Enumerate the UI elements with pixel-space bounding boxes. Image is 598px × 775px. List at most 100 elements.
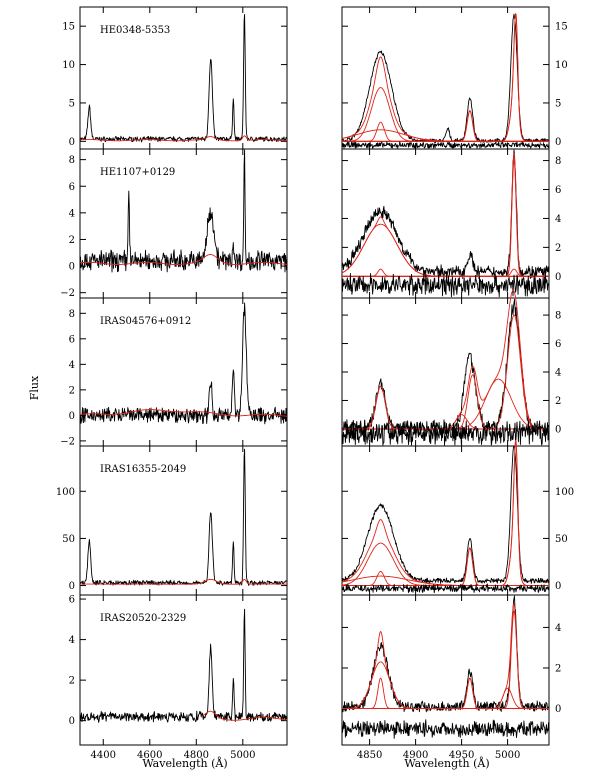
x-axis-label-right: Wavelength (Å) — [404, 756, 489, 770]
model-total — [342, 289, 549, 430]
continuum-fit — [200, 710, 288, 721]
model-component — [342, 374, 549, 430]
x-axis-label-left: Wavelength (Å) — [142, 756, 227, 770]
y-tick-label: 6 — [69, 334, 75, 345]
y-tick-label: 50 — [555, 534, 568, 545]
object-name: IRAS20520-2329 — [100, 613, 186, 624]
y-axis-label: Flux — [28, 375, 41, 400]
y-tick-label: 10 — [555, 60, 568, 71]
model-component — [342, 547, 549, 587]
y-tick-label: 8 — [69, 155, 75, 166]
y-tick-label: 0 — [555, 581, 561, 592]
panel-left-5: 0 2 4 6 IRAS20520-2329 — [69, 594, 288, 746]
spectrum-line — [341, 595, 550, 713]
y-tick-label: 4 — [555, 368, 561, 379]
spectrum-line — [341, 298, 550, 437]
y-tick-label: −2 — [60, 436, 75, 447]
model-component — [342, 440, 549, 587]
x-tick-label: 4800 — [184, 750, 209, 761]
model-component — [342, 687, 549, 709]
y-tick-label: 0 — [69, 411, 75, 422]
panel-left-4: 0 50 100 IRAS16355-2049 — [56, 445, 288, 596]
y-tick-label: 0 — [69, 581, 75, 592]
y-tick-label: 2 — [555, 243, 561, 254]
y-tick-label: 4 — [555, 214, 561, 225]
continuum-fit — [79, 409, 287, 417]
y-tick-label: 0 — [555, 137, 561, 148]
model-component — [342, 385, 549, 430]
object-name: IRAS16355-2049 — [100, 464, 186, 475]
y-tick-label: 50 — [62, 534, 75, 545]
x-tick-label: 4400 — [91, 750, 116, 761]
y-tick-label: 8 — [555, 311, 561, 322]
panel-frame — [79, 594, 288, 746]
continuum-fit — [80, 135, 287, 142]
y-tick-label: 0 — [555, 424, 561, 435]
y-tick-label: 5 — [555, 98, 561, 109]
y-tick-label: 6 — [555, 339, 561, 350]
model-component — [342, 677, 549, 709]
panel-left-3: −2 0 2 4 6 8 IRAS04576+0912 — [60, 297, 288, 447]
model-component — [342, 121, 549, 142]
y-tick-label: 2 — [69, 385, 75, 396]
continuum-fit — [80, 578, 287, 585]
y-tick-label: 4 — [69, 635, 75, 646]
spectrum-line — [79, 302, 288, 425]
y-tick-label: 0 — [69, 716, 75, 727]
residual-line — [341, 583, 550, 594]
y-tick-label: 2 — [555, 396, 561, 407]
y-tick-label: 2 — [69, 676, 75, 687]
object-name: HE1107+0129 — [100, 167, 175, 178]
y-tick-label: 2 — [555, 663, 561, 674]
panel-right-4: 0 50 100 — [341, 440, 574, 596]
object-name: HE0348-5353 — [100, 25, 170, 36]
spectrum-line — [79, 448, 288, 586]
spectrum-line — [341, 13, 550, 144]
y-tick-label: 6 — [555, 185, 561, 196]
y-tick-label: 2 — [69, 235, 75, 246]
model-component — [342, 110, 549, 142]
y-tick-label: 15 — [62, 22, 75, 33]
panel-left-2: −2 0 2 4 6 8 HE1107+0129 — [60, 148, 288, 299]
y-tick-label: 100 — [555, 487, 574, 498]
spectrum-line — [79, 149, 288, 273]
x-tick-label: 4600 — [137, 750, 162, 761]
residual-line — [341, 419, 550, 446]
y-tick-label: 5 — [69, 98, 75, 109]
x-tick-label: 4950 — [449, 750, 474, 761]
y-tick-label: −2 — [60, 288, 75, 299]
panel-right-1: 0 5 10 15 — [341, 6, 568, 150]
residual-line — [341, 273, 550, 298]
residual-line — [341, 719, 550, 739]
y-tick-label: 0 — [69, 262, 75, 273]
model-component — [342, 314, 549, 430]
spectrum-line — [79, 608, 288, 723]
y-tick-label: 15 — [555, 22, 568, 33]
model-component — [342, 570, 549, 587]
x-tick-label: 5000 — [495, 750, 520, 761]
x-tick-label: 4900 — [403, 750, 428, 761]
y-tick-label: 6 — [69, 182, 75, 193]
y-tick-label: 6 — [69, 595, 75, 606]
y-tick-label: 4 — [69, 208, 75, 219]
panel-right-2: 0 2 4 6 8 — [341, 148, 561, 299]
model-component — [341, 542, 549, 587]
y-tick-label: 4 — [555, 623, 561, 634]
y-tick-label: 0 — [555, 272, 561, 283]
panel-frame — [341, 594, 550, 746]
continuum-fit — [80, 254, 288, 265]
y-tick-label: 4 — [69, 360, 75, 371]
y-tick-label: 100 — [56, 487, 75, 498]
y-tick-label: 0 — [69, 137, 75, 148]
object-name: IRAS04576+0912 — [100, 316, 191, 327]
panel-right-5: 0 2 4 4850 4900 4950 5000 — [341, 594, 561, 761]
x-tick-label: 4850 — [357, 750, 382, 761]
y-tick-label: 10 — [62, 60, 75, 71]
spectrum-line — [341, 446, 550, 584]
y-tick-label: 8 — [555, 156, 561, 167]
y-tick-label: 0 — [555, 704, 561, 715]
model-component — [342, 13, 549, 142]
model-component — [342, 677, 549, 709]
